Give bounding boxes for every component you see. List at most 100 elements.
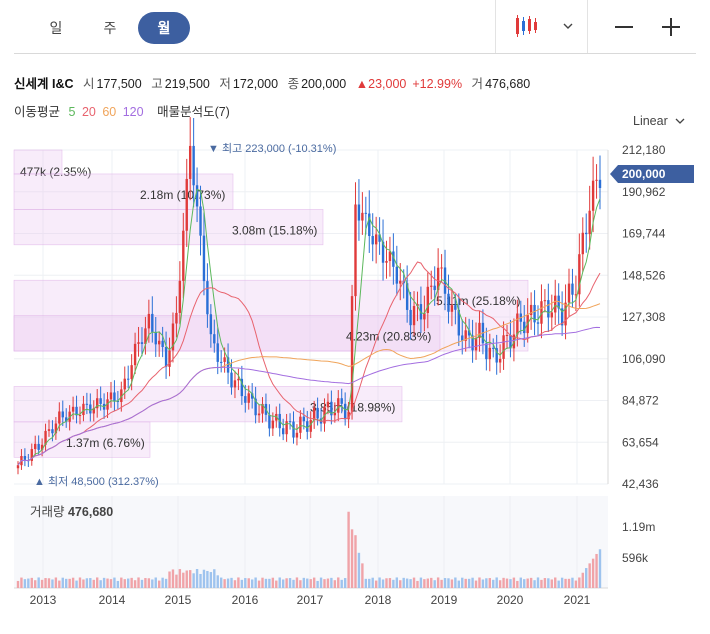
x-tick-label: 2020 (497, 593, 524, 607)
volume-bar (123, 579, 126, 588)
volume-bar (591, 558, 595, 588)
volume-bar (350, 529, 354, 588)
volume-bar (447, 578, 450, 588)
volume-bar (547, 578, 550, 588)
ma20-label[interactable]: 20 (81, 105, 96, 119)
volume-bar (495, 577, 498, 588)
candle-body (195, 185, 199, 207)
y-tick-label: 212,180 (622, 143, 666, 157)
candle-body (550, 312, 553, 318)
candle-body (127, 378, 130, 380)
top-toolbar: 일 주 월 (0, 0, 710, 54)
candle-body (157, 340, 161, 345)
zoom-out-button[interactable] (609, 12, 639, 42)
volume-bar (299, 580, 302, 588)
candle-body (257, 413, 261, 416)
candle-body (433, 285, 436, 291)
volume-profile-label[interactable]: 매물분석도(7) (157, 105, 230, 119)
candle-body (588, 210, 591, 235)
tab-weekly[interactable]: 주 (103, 20, 117, 36)
candle-body (467, 330, 471, 336)
volume-bar (216, 575, 219, 588)
candle-body (399, 280, 402, 284)
candle-body (312, 407, 316, 421)
volume-profile-label: 3.08m (15.18%) (232, 223, 317, 237)
zoom-in-button[interactable] (656, 12, 686, 42)
tab-daily[interactable]: 일 (49, 20, 63, 36)
volume-bar (578, 577, 581, 588)
volume-bar (65, 578, 68, 588)
candle-body (461, 335, 464, 341)
volume-bar (481, 579, 485, 588)
candle-body (82, 403, 85, 416)
volume-bar (450, 579, 454, 588)
volume-title: 거래량 476,680 (30, 505, 113, 519)
volume-bar (185, 570, 188, 588)
volume-bar (164, 578, 168, 588)
volume-bar (92, 579, 95, 588)
volume-bar (99, 580, 102, 588)
candle-body (333, 412, 337, 416)
candle-body (96, 398, 99, 409)
candle-body (54, 423, 58, 434)
volume-tick-label: 1.19m (622, 520, 655, 534)
ma5-label[interactable]: 5 (68, 105, 76, 119)
volume-bar (485, 578, 488, 588)
volume-bar (219, 577, 223, 588)
volume-bar (295, 577, 299, 588)
candle-body (34, 443, 37, 450)
tab-monthly[interactable]: 월 (138, 12, 190, 44)
volume-bar (96, 577, 99, 588)
volume-bar (533, 580, 536, 588)
candle-body (495, 348, 498, 363)
scale-select[interactable]: Linear (633, 114, 685, 128)
ma60-label[interactable]: 60 (102, 105, 117, 119)
candle-body (144, 328, 147, 344)
candle-body (147, 313, 151, 329)
volume-bar (388, 578, 392, 588)
candle-body (171, 323, 175, 351)
x-tick-label: 2016 (232, 593, 259, 607)
candle-body (109, 392, 113, 400)
candle-body (192, 145, 195, 186)
ma120-label[interactable]: 120 (122, 105, 144, 119)
candle-body (275, 413, 278, 421)
candle-body (40, 444, 44, 450)
volume-bar (392, 579, 395, 588)
high-price: 219,500 (164, 77, 210, 91)
candle-body (78, 415, 82, 417)
candle-body (595, 179, 598, 181)
candle-body (533, 304, 536, 323)
price-change-pct: +12.99% (412, 77, 463, 91)
volume-bar (519, 577, 522, 588)
chart-type-button[interactable] (510, 12, 580, 42)
candle-body (337, 398, 340, 413)
volume-bar (102, 577, 106, 588)
candle-body (567, 283, 571, 303)
candle-body (364, 212, 368, 214)
volume-bar (109, 579, 113, 588)
volume-bar (302, 577, 306, 588)
volume-bar (419, 577, 423, 588)
volume-bar (443, 578, 447, 588)
volume-bar (202, 569, 206, 588)
volume-bar (581, 572, 584, 588)
candle-body (412, 306, 416, 326)
candle-body (175, 312, 178, 324)
volume-bar (598, 549, 602, 588)
volume-bar (306, 578, 309, 588)
candle-body (343, 403, 347, 420)
y-tick-label: 169,744 (622, 227, 666, 241)
volume-bar (357, 552, 361, 588)
volume-bar (206, 570, 209, 588)
volume-bar (44, 578, 47, 588)
volume-bar (58, 580, 61, 588)
volume-bar (151, 579, 154, 588)
volume-profile-label: 4.23m (20.83%) (346, 330, 431, 344)
highest-price-marker: ▼ 최고 223,000 (-10.31%) (208, 142, 336, 155)
volume-bar (161, 577, 164, 588)
volume-bar (271, 577, 275, 588)
volume-bar (402, 577, 405, 588)
x-tick-label: 2013 (30, 593, 57, 607)
